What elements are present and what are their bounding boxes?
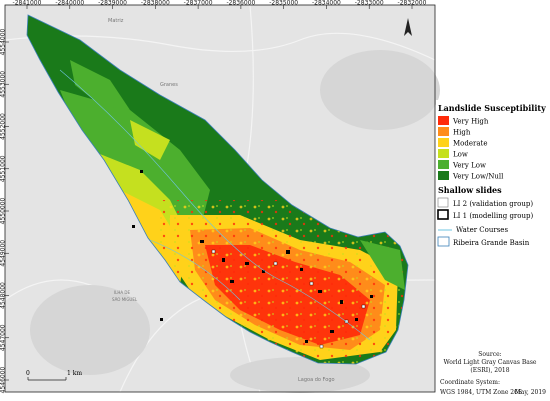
legend-swatch-modelling [437, 209, 449, 220]
legend-label-validation: LI 2 (validation group) [453, 200, 533, 208]
source-line2: (ESRI), 2018 [470, 367, 509, 374]
legend-class-swatch [438, 116, 449, 125]
y-tick-label: 4548000 [0, 282, 7, 309]
place-label-sao-miguel: SÃO MIGUEL [112, 297, 138, 302]
source-heading: Source: [478, 351, 501, 358]
x-tick-label: -2838000 [141, 0, 170, 7]
legend-class-swatch [438, 149, 449, 158]
y-tick-label: 4546000 [0, 366, 7, 393]
y-tick-label: 4549000 [0, 240, 7, 267]
legend-label-water: Water Courses [456, 226, 508, 234]
x-tick-label: -2839000 [98, 0, 127, 7]
legend-class-swatch [438, 160, 449, 169]
legend-susceptibility-title: Landslide Susceptibility [438, 103, 546, 113]
legend-class-label: Very Low [452, 162, 486, 170]
source-block: Source: World Light Gray Canvas Base (ES… [440, 351, 546, 396]
map-date: May, 2019 [515, 389, 547, 396]
water-courses [59, 69, 371, 341]
x-tick-label: -2837000 [184, 0, 213, 7]
y-tick-label: 4551000 [0, 155, 7, 182]
legend-class-swatch [438, 171, 449, 180]
legend-class-label: Very High [452, 118, 489, 126]
place-label-matriz: Matriz [108, 18, 124, 24]
slide-markers-modelling [132, 170, 373, 343]
place-label-lagoa: Lagoa do Fogo [298, 377, 335, 383]
source-line1: World Light Gray Canvas Base [444, 359, 537, 366]
legend-class-label: Very Low/Null [452, 173, 504, 181]
x-tick-label: -2833000 [355, 0, 384, 7]
x-tick-label: -2840000 [55, 0, 84, 7]
x-tick-label: -2835000 [269, 0, 298, 7]
place-label-granes: Granes [160, 82, 178, 88]
coord-value: WGS 1984, UTM Zone 26S [440, 389, 522, 396]
scale-bar-end: 1 km [67, 370, 82, 377]
y-axis-ticks: 4554000 4553000 4552000 4551000 4550000 45490… [0, 28, 9, 393]
basin-outline [26, 14, 409, 365]
legend-swatch-validation [437, 197, 449, 208]
y-tick-label: 4547000 [0, 324, 7, 351]
legend-class-label: Low [453, 151, 468, 159]
basemap-terrain [30, 50, 440, 393]
legend-swatch-basin [437, 236, 450, 247]
x-tick-label: -2836000 [226, 0, 255, 7]
y-tick-label: 4554000 [0, 28, 7, 55]
x-tick-label: -2841000 [13, 0, 42, 7]
legend-class-swatch [438, 138, 449, 147]
coord-heading: Coordinate System: [440, 379, 500, 386]
north-arrow-icon [404, 18, 412, 36]
legend-class-label: Moderate [453, 140, 487, 148]
slide-markers-validation [211, 249, 366, 349]
y-tick-label: 4553000 [0, 71, 7, 98]
legend-label-modelling: LI 1 (modelling group) [453, 212, 533, 220]
legend-label-basin: Ribeira Grande Basin [453, 239, 530, 247]
x-tick-label: -2832000 [398, 0, 427, 7]
place-labels: Matriz Granes ILHA DE SÃO MIGUEL Lagoa d… [108, 18, 335, 383]
map-frame [4, 4, 436, 393]
x-tick-label: -2834000 [312, 0, 341, 7]
scale-bar: 0 1 km [26, 370, 82, 381]
legend-class-swatch [438, 127, 449, 136]
place-label-ilha: ILHA DE [114, 290, 131, 295]
y-tick-label: 4550000 [0, 197, 7, 224]
legend-slides-title: Shallow slides [438, 185, 502, 195]
scale-bar-start: 0 [26, 370, 30, 377]
legend-classes: Very High High Moderate Low Very Low Very Low… [438, 116, 504, 181]
legend-class-label: High [453, 129, 471, 137]
y-tick-label: 4552000 [0, 113, 7, 140]
legend: Landslide Susceptibility Very High High Mo… [436, 100, 550, 252]
x-axis-ticks: -2841000 -2840000 -2839000 -2838000 -2837000… [13, 0, 427, 9]
